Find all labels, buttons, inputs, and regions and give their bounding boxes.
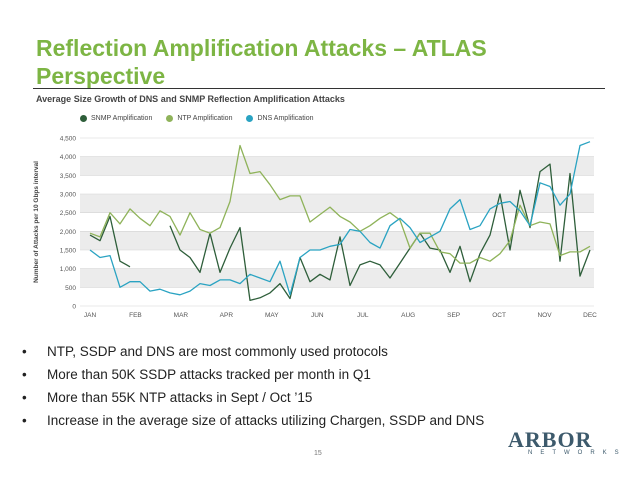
- x-tick-label: JAN: [84, 312, 97, 319]
- logo-subtitle: NETWORKS: [528, 450, 627, 456]
- x-tick-label: OCT: [492, 312, 506, 319]
- chart-legend: SNMP Amplification NTP Amplification DNS…: [80, 115, 314, 122]
- x-tick-label: APR: [220, 312, 234, 319]
- y-tick-label: 1,500: [60, 248, 77, 255]
- x-tick-label: AUG: [401, 312, 415, 319]
- line-chart: 0 500 1,000 1,500 2,000 2,500 3,000 3,500 4,000 4…: [33, 136, 597, 320]
- arbor-logo: ARBOR NETWORKS: [508, 427, 627, 456]
- x-tick-label: NOV: [537, 312, 552, 319]
- y-tick-label: 2,000: [60, 229, 77, 236]
- series-line-snmp: [89, 163, 591, 302]
- bullet-list: NTP, SSDP and DNS are most commonly used…: [22, 340, 484, 432]
- chart-title: Average Size Growth of DNS and SNMP Refl…: [36, 94, 345, 104]
- legend-swatch-dns: [246, 115, 254, 122]
- y-tick-label: 1,000: [60, 266, 77, 273]
- bullet-item: More than 55K NTP attacks in Sept / Oct …: [22, 386, 484, 409]
- legend-swatch-ntp: [166, 115, 174, 122]
- x-tick-label: JUL: [357, 312, 369, 319]
- legend-swatch-snmp: [80, 115, 87, 122]
- series-line-dns: [89, 141, 591, 296]
- x-tick-label: FEB: [129, 312, 142, 319]
- y-tick-label: 3,000: [60, 192, 77, 199]
- grid-band: [80, 156, 594, 176]
- bullet-item: NTP, SSDP and DNS are most commonly used…: [22, 340, 484, 363]
- legend-item-ntp: NTP Amplification: [166, 115, 232, 122]
- logo-wordmark: ARBOR: [508, 427, 593, 452]
- legend-label-ntp: NTP Amplification: [177, 115, 233, 122]
- slide-title: Reflection Amplification Attacks – ATLAS…: [36, 35, 487, 89]
- bullet-item: Increase in the average size of attacks …: [22, 409, 484, 432]
- y-axis-label: Number of Attacks per 10 Gbps interval: [33, 161, 40, 283]
- x-tick-label: MAY: [265, 312, 279, 319]
- x-tick-label: JUN: [311, 312, 324, 319]
- page-number: 15: [314, 450, 322, 457]
- grid-band: [80, 194, 594, 213]
- legend-label-snmp: SNMP Amplification: [91, 115, 153, 122]
- y-tick-label: 4,500: [60, 136, 77, 143]
- grid-band: [80, 231, 594, 250]
- legend-item-snmp: SNMP Amplification: [80, 115, 152, 122]
- y-tick-label: 0: [72, 304, 76, 311]
- title-divider: [33, 88, 605, 89]
- bullet-item: More than 50K SSDP attacks tracked per m…: [22, 363, 484, 386]
- x-tick-label: MAR: [174, 312, 189, 319]
- legend-label-dns: DNS Amplification: [257, 115, 314, 122]
- series-line-ntp: [89, 144, 591, 264]
- x-tick-label: SEP: [447, 312, 460, 319]
- legend-item-dns: DNS Amplification: [246, 115, 314, 122]
- y-tick-label: 3,500: [60, 173, 77, 180]
- y-tick-label: 4,000: [60, 154, 77, 161]
- grid-band: [80, 268, 594, 288]
- x-tick-label: DEC: [583, 312, 597, 319]
- y-tick-label: 500: [65, 285, 76, 292]
- y-tick-label: 2,500: [60, 210, 77, 217]
